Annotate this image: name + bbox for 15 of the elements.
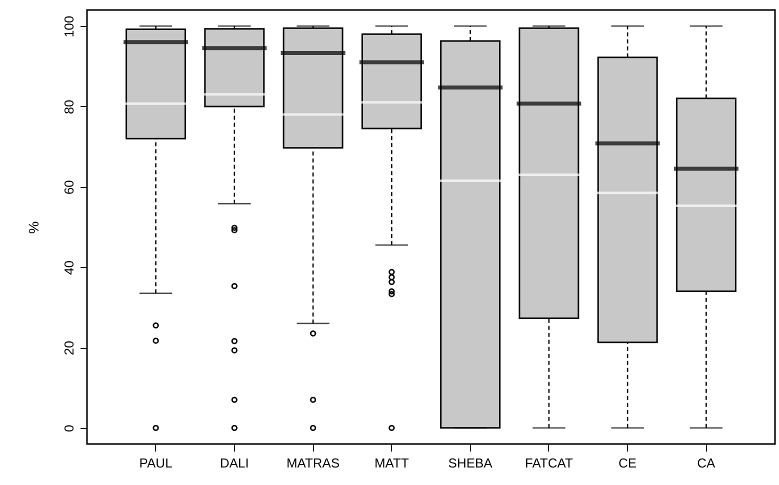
- x-tick-label: CA: [697, 456, 716, 470]
- x-tick-label: SHEBA: [448, 456, 493, 470]
- y-tick-label: 80: [62, 100, 76, 114]
- y-tick-label: 40: [62, 260, 76, 275]
- y-tick-label: 20: [62, 340, 76, 356]
- x-tick-label: MATRAS: [286, 456, 340, 470]
- x-tick-label: FATCAT: [524, 456, 573, 470]
- y-axis-title: %: [26, 221, 42, 234]
- y-tick-label: 0: [62, 424, 76, 432]
- x-tick-label: CE: [618, 456, 637, 470]
- y-tick-label: 100: [62, 16, 76, 38]
- y-tick-label: 60: [62, 180, 76, 195]
- x-tick-label: DALI: [220, 456, 249, 470]
- x-tick-label: PAUL: [139, 456, 172, 470]
- x-tick-label: MATT: [374, 456, 409, 470]
